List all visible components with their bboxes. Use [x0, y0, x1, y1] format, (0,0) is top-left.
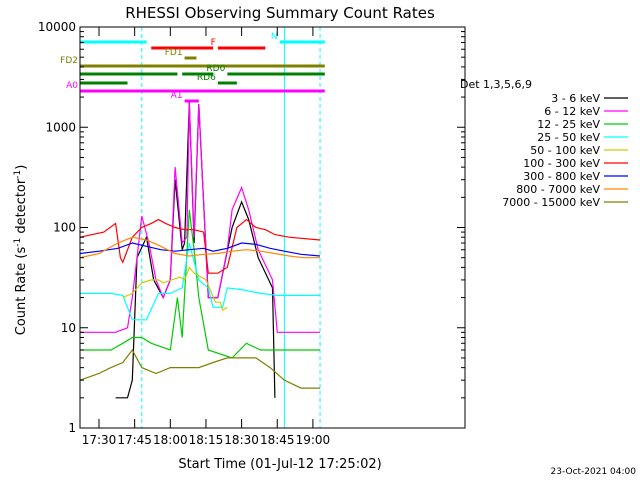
legend-entry-label: 100 - 300 keV — [523, 157, 600, 170]
state-bar-label: FD1 — [165, 48, 183, 58]
x-tick-label: 18:15 — [189, 433, 224, 447]
x-axis-label: Start Time (01-Jul-12 17:25:02) — [178, 457, 381, 472]
state-bar-label: A1 — [171, 91, 183, 101]
y-tick-label: 10000 — [38, 20, 76, 34]
x-tick-label: 18:30 — [224, 433, 259, 447]
state-bar-label: FD2 — [60, 56, 78, 66]
series-line — [79, 218, 321, 274]
y-tick-label: 1 — [68, 421, 76, 435]
footer-timestamp: 23-Oct-2021 04:00 — [551, 467, 637, 477]
series-line — [122, 266, 228, 312]
legend-entry-label: 12 - 25 keV — [537, 118, 600, 131]
series-line — [79, 236, 320, 259]
x-tick-label: 19:00 — [296, 433, 331, 447]
state-bar-label: RD0 — [206, 64, 225, 74]
chart-title: RHESSI Observing Summary Count Rates — [125, 4, 435, 22]
series-line — [79, 348, 320, 389]
x-tick-label: 17:30 — [82, 433, 117, 447]
y-tick-label: 100 — [53, 221, 76, 235]
state-bar-label: N — [271, 32, 278, 42]
y-tick-label: 1000 — [45, 120, 76, 134]
series-line — [115, 101, 276, 399]
series-line — [79, 242, 321, 257]
state-bar-label: RD6 — [197, 73, 216, 83]
y-axis-label: Count Rate (s-1 detector-1) — [13, 165, 29, 336]
legend-entry-label: 25 - 50 keV — [537, 131, 600, 144]
legend-entry-label: 6 - 12 keV — [544, 105, 600, 118]
plot-border — [79, 26, 466, 429]
series-line — [80, 101, 320, 333]
legend-title: Det 1,3,5,6,9 — [460, 78, 532, 91]
legend-entry-label: 7000 - 15000 keV — [502, 196, 600, 209]
legend-entry-label: 3 - 6 keV — [551, 92, 600, 105]
state-bar-label: A0 — [66, 81, 78, 91]
state-bar-label: F — [211, 38, 216, 48]
legend-entry-label: 300 - 800 keV — [523, 170, 600, 183]
x-tick-label: 18:00 — [153, 433, 188, 447]
legend-entry-label: 800 - 7000 keV — [516, 183, 600, 196]
y-tick-label: 10 — [61, 321, 76, 335]
legend-entry-label: 50 - 100 keV — [530, 144, 600, 157]
series-line — [80, 242, 320, 321]
x-tick-label: 17:45 — [117, 433, 152, 447]
series-line — [80, 209, 320, 359]
x-tick-label: 18:45 — [260, 433, 295, 447]
